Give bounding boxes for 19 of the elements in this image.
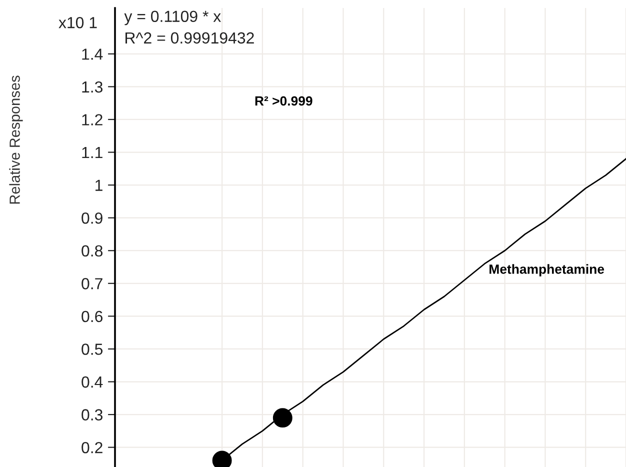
- y-tick-label: 1.1: [82, 147, 102, 158]
- y-tick-label: 0.8: [82, 245, 102, 257]
- annotation: y = 0.1109 * x: [124, 10, 221, 26]
- series-label: Methamphetamine: [490, 264, 604, 276]
- y-tick-label: 0.6: [82, 310, 102, 322]
- y-tick-label: 1: [96, 180, 102, 191]
- y-tick-label: 0.5: [82, 344, 103, 355]
- annotation: R² >0.999: [255, 96, 312, 106]
- y-tick-label: 0.4: [82, 376, 103, 388]
- y-tick-label: 0.2: [82, 442, 102, 454]
- annotation: R^2 = 0.99919432: [126, 32, 254, 44]
- y-axis-title: Relative Responses: [9, 76, 23, 204]
- y-tick-label: 0.7: [82, 278, 102, 290]
- y-tick-label: 1.2: [82, 114, 102, 126]
- y-tick-label: 0.3: [82, 409, 102, 420]
- y-tick-label: 1.4: [82, 48, 103, 60]
- y-tick-label: 1.3: [82, 81, 102, 93]
- text: x10 1: [58, 16, 97, 28]
- y-tick-label: 0.9: [82, 212, 102, 224]
